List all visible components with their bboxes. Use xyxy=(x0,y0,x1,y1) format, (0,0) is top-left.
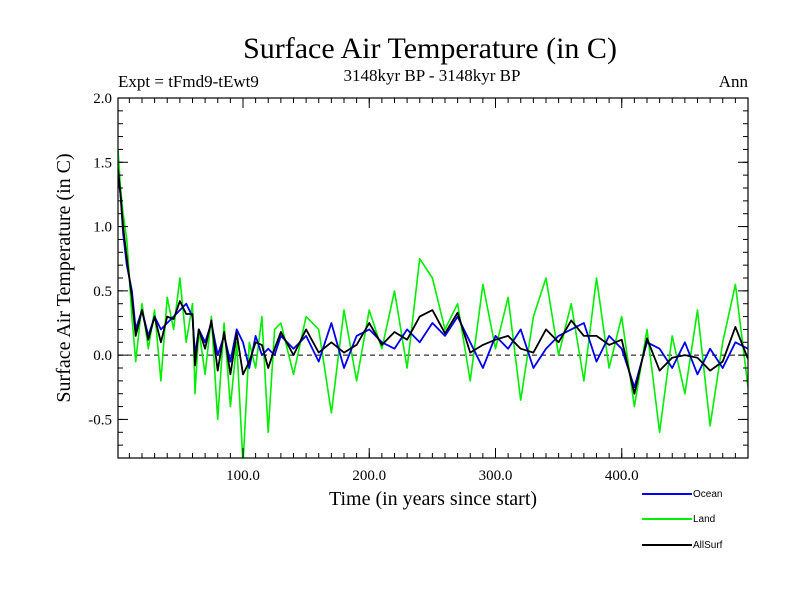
plot-area xyxy=(117,97,749,459)
x-tick-label: 400.0 xyxy=(605,468,639,484)
x-tick-label: 200.0 xyxy=(352,468,386,484)
chart-subtitle: 3148kyr BP - 3148kyr BP xyxy=(344,66,521,85)
legend-entry-land: Land xyxy=(642,514,715,525)
axis-ticks xyxy=(118,97,749,459)
experiment-label: Expt = tFmd9-tEwt9 xyxy=(118,72,259,91)
legend-entry-ocean: Ocean xyxy=(642,489,722,500)
legend-label-land: Land xyxy=(693,514,715,525)
legend-label-ocean: Ocean xyxy=(693,489,722,500)
x-tick-labels: 100.0 200.0 300.0 400.0 xyxy=(226,468,639,484)
y-tick-label: 0.5 xyxy=(93,284,112,300)
y-tick-label: -0.5 xyxy=(88,412,112,428)
chart-title: Surface Air Temperature (in C) xyxy=(243,32,617,65)
period-label: Ann xyxy=(719,72,749,91)
series-group xyxy=(118,149,748,458)
x-tick-label: 100.0 xyxy=(226,468,260,484)
x-tick-label: 300.0 xyxy=(479,468,513,484)
legend-entry-allsurf: AllSurf xyxy=(642,540,723,551)
x-axis-label: Time (in years since start) xyxy=(329,488,537,510)
y-tick-label: 2.0 xyxy=(93,91,112,107)
legend-label-allsurf: AllSurf xyxy=(693,540,723,551)
y-axis-label: Surface Air Temperature (in C) xyxy=(53,153,75,402)
y-tick-label: 0.0 xyxy=(93,348,112,364)
legend: Ocean Land AllSurf xyxy=(642,489,723,551)
series-line-land xyxy=(118,149,748,458)
y-tick-label: 1.0 xyxy=(93,220,112,236)
y-tick-labels: -0.5 0.0 0.5 1.0 1.5 2.0 xyxy=(88,91,112,428)
series-line-allsurf xyxy=(118,168,748,395)
y-tick-label: 1.5 xyxy=(93,155,112,171)
